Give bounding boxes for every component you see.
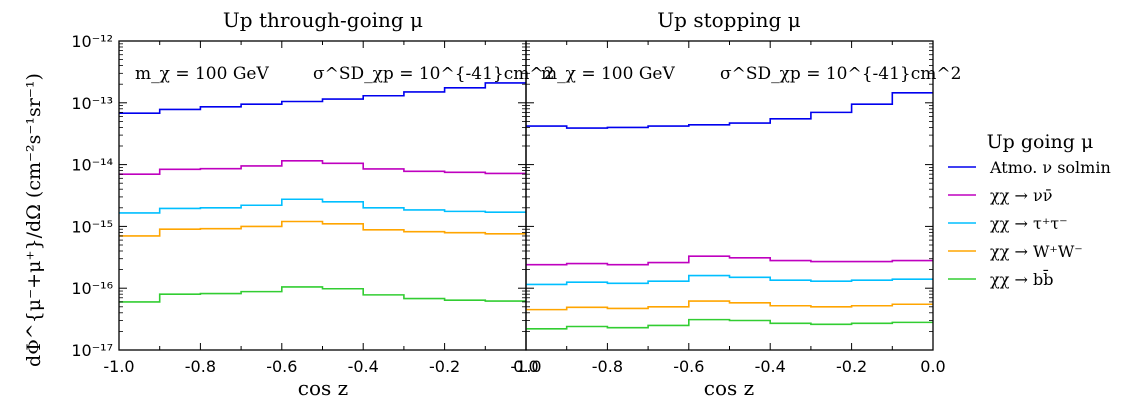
- legend-item: χχ → bb̄: [948, 268, 1053, 289]
- series-line-3: [119, 220, 526, 237]
- y-tick-label: 10⁻¹⁴: [71, 156, 113, 175]
- legend: Up going μ Atmo. ν solmin χχ → νν̄ χχ → τ⁺…: [948, 131, 1111, 289]
- y-tick-label: 10⁻¹⁶: [71, 279, 113, 298]
- x-tick-label: 0.0: [920, 357, 945, 376]
- x-tick-label: -0.2: [429, 357, 460, 376]
- legend-item: Atmo. ν solmin: [948, 158, 1111, 177]
- y-tick-label: 10⁻¹⁷: [71, 341, 113, 360]
- legend-title: Up going μ: [987, 131, 1094, 153]
- legend-item: χχ → τ⁺τ⁻: [948, 214, 1068, 233]
- plot-area: -1.0 -0.8 -0.6 -0.4 -0.2 0.0: [510, 40, 946, 376]
- x-tick-label: -0.6: [673, 357, 704, 376]
- y-tick-label: 10⁻¹³: [71, 94, 113, 113]
- series-line-1: [526, 255, 933, 266]
- x-tick-label: -0.8: [185, 357, 216, 376]
- series-line-0: [526, 92, 933, 129]
- legend-label: χχ → νν̄: [990, 186, 1052, 205]
- x-tick-label: -0.2: [836, 357, 867, 376]
- series-line-4: [526, 318, 933, 330]
- plot-frame: [525, 40, 934, 351]
- x-axis-label: cos z: [704, 376, 754, 400]
- annotation-mass: m_χ = 100 GeV: [135, 64, 269, 84]
- panel-title: Up through-going μ: [223, 8, 423, 32]
- y-axis-label: dΦ^{μ⁻+μ⁺}/dΩ (cm⁻²s⁻¹sr⁻¹): [23, 73, 45, 367]
- x-tick-label: -0.6: [266, 357, 297, 376]
- annotation-cross-section: σ^SD_χp = 10^{-41}cm^2: [720, 64, 961, 84]
- x-tick-label: -1.0: [510, 357, 541, 376]
- x-axis-label: cos z: [298, 376, 348, 400]
- series-line-1: [119, 160, 526, 175]
- series-line-2: [119, 198, 526, 214]
- x-tick-label: -0.4: [348, 357, 379, 376]
- x-tick-label: -0.4: [755, 357, 786, 376]
- legend-label: χχ → bb̄: [990, 268, 1053, 289]
- annotation-cross-section: σ^SD_χp = 10^{-41}cm^2: [313, 64, 554, 84]
- series-line-0: [119, 82, 526, 114]
- y-tick-label: 10⁻¹²: [71, 32, 113, 51]
- x-tick-label: 0.0: [513, 357, 538, 376]
- panel-title: Up stopping μ: [657, 8, 800, 32]
- legend-label: Atmo. ν solmin: [989, 158, 1111, 177]
- panel-up-through-going: Up through-going μ m_χ = 100 GeV σ^SD_χp…: [71, 8, 554, 400]
- legend-label: χχ → W⁺W⁻: [990, 242, 1083, 261]
- legend-item: χχ → νν̄: [948, 186, 1052, 205]
- x-tick-label: -1.0: [103, 357, 134, 376]
- series-line-3: [526, 300, 933, 311]
- y-tick-label: 10⁻¹⁵: [71, 217, 113, 236]
- x-tick-label: -0.8: [592, 357, 623, 376]
- series-line-4: [119, 286, 526, 303]
- legend-item: χχ → W⁺W⁻: [948, 242, 1083, 261]
- legend-label: χχ → τ⁺τ⁻: [990, 214, 1068, 233]
- panel-up-stopping: Up stopping μ m_χ = 100 GeV σ^SD_χp = 10…: [510, 8, 961, 400]
- series-line-2: [526, 274, 933, 286]
- y-axis-label-text: dΦ^{μ⁻+μ⁺}/dΩ (cm⁻²s⁻¹sr⁻¹): [23, 73, 45, 367]
- annotation-mass: m_χ = 100 GeV: [541, 64, 675, 84]
